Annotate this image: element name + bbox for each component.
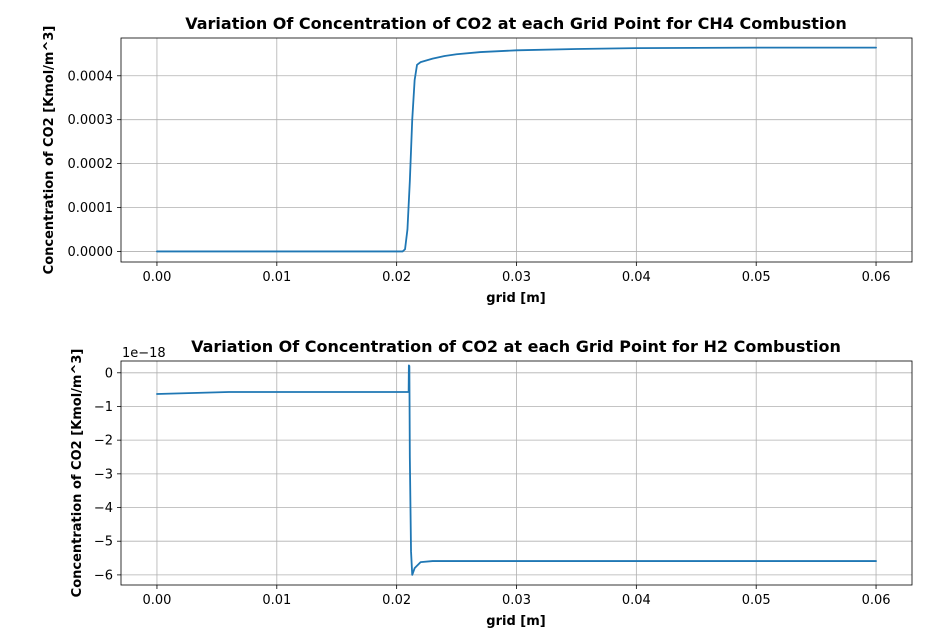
y-tick-label: −6 (94, 568, 113, 583)
h2-chart: Variation Of Concentration of CO2 at eac… (70, 337, 913, 629)
x-tick-label: 0.02 (382, 270, 411, 285)
y-tick-label: 0.0003 (68, 113, 114, 128)
chart-title: Variation Of Concentration of CO2 at eac… (185, 14, 847, 33)
y-tick-label: 0.0002 (68, 157, 114, 172)
x-tick-label: 0.01 (262, 593, 291, 608)
series-line (156, 364, 877, 576)
y-offset-label: 1e−18 (122, 346, 166, 361)
x-tick-label: 0.00 (142, 593, 171, 608)
ch4-chart: Variation Of Concentration of CO2 at eac… (42, 14, 913, 306)
ticks: 0.00 0.01 0.02 0.03 0.04 0.05 0.06 0.0000 0.0001… (68, 69, 891, 285)
x-tick-label: 0.03 (502, 270, 531, 285)
y-tick-label: −5 (94, 535, 113, 550)
y-tick-label: 0.0000 (68, 245, 114, 260)
series-layer (156, 364, 877, 576)
y-tick-label: 0.0004 (68, 69, 114, 84)
x-tick-label: 0.02 (382, 593, 411, 608)
x-tick-label: 0.04 (622, 270, 651, 285)
x-tick-label: 0.05 (742, 270, 771, 285)
series-layer (156, 46, 877, 253)
x-tick-label: 0.04 (622, 593, 651, 608)
x-axis-label: grid [m] (486, 291, 545, 306)
chart-title: Variation Of Concentration of CO2 at eac… (191, 337, 841, 356)
y-axis-label: Concentration of CO2 [Kmol/m^3] (42, 26, 57, 275)
y-tick-label: 0 (105, 366, 113, 381)
x-tick-label: 0.05 (742, 593, 771, 608)
series-line (156, 46, 877, 253)
x-axis-label: grid [m] (486, 614, 545, 629)
y-tick-label: −3 (94, 467, 113, 482)
ticks: 0.00 0.01 0.02 0.03 0.04 0.05 0.06 0 −1 −2 −3 −4 −5 −… (94, 366, 891, 608)
y-axis-label: Concentration of CO2 [Kmol/m^3] (70, 349, 85, 598)
grid (121, 361, 912, 585)
y-tick-label: 0.0001 (68, 201, 114, 216)
x-tick-label: 0.00 (142, 270, 171, 285)
y-tick-label: −1 (94, 400, 113, 415)
x-tick-label: 0.01 (262, 270, 291, 285)
y-tick-label: −2 (94, 434, 113, 449)
x-tick-label: 0.03 (502, 593, 531, 608)
x-tick-label: 0.06 (862, 270, 891, 285)
y-tick-label: −4 (94, 501, 113, 516)
x-tick-label: 0.06 (862, 593, 891, 608)
grid (121, 38, 912, 262)
